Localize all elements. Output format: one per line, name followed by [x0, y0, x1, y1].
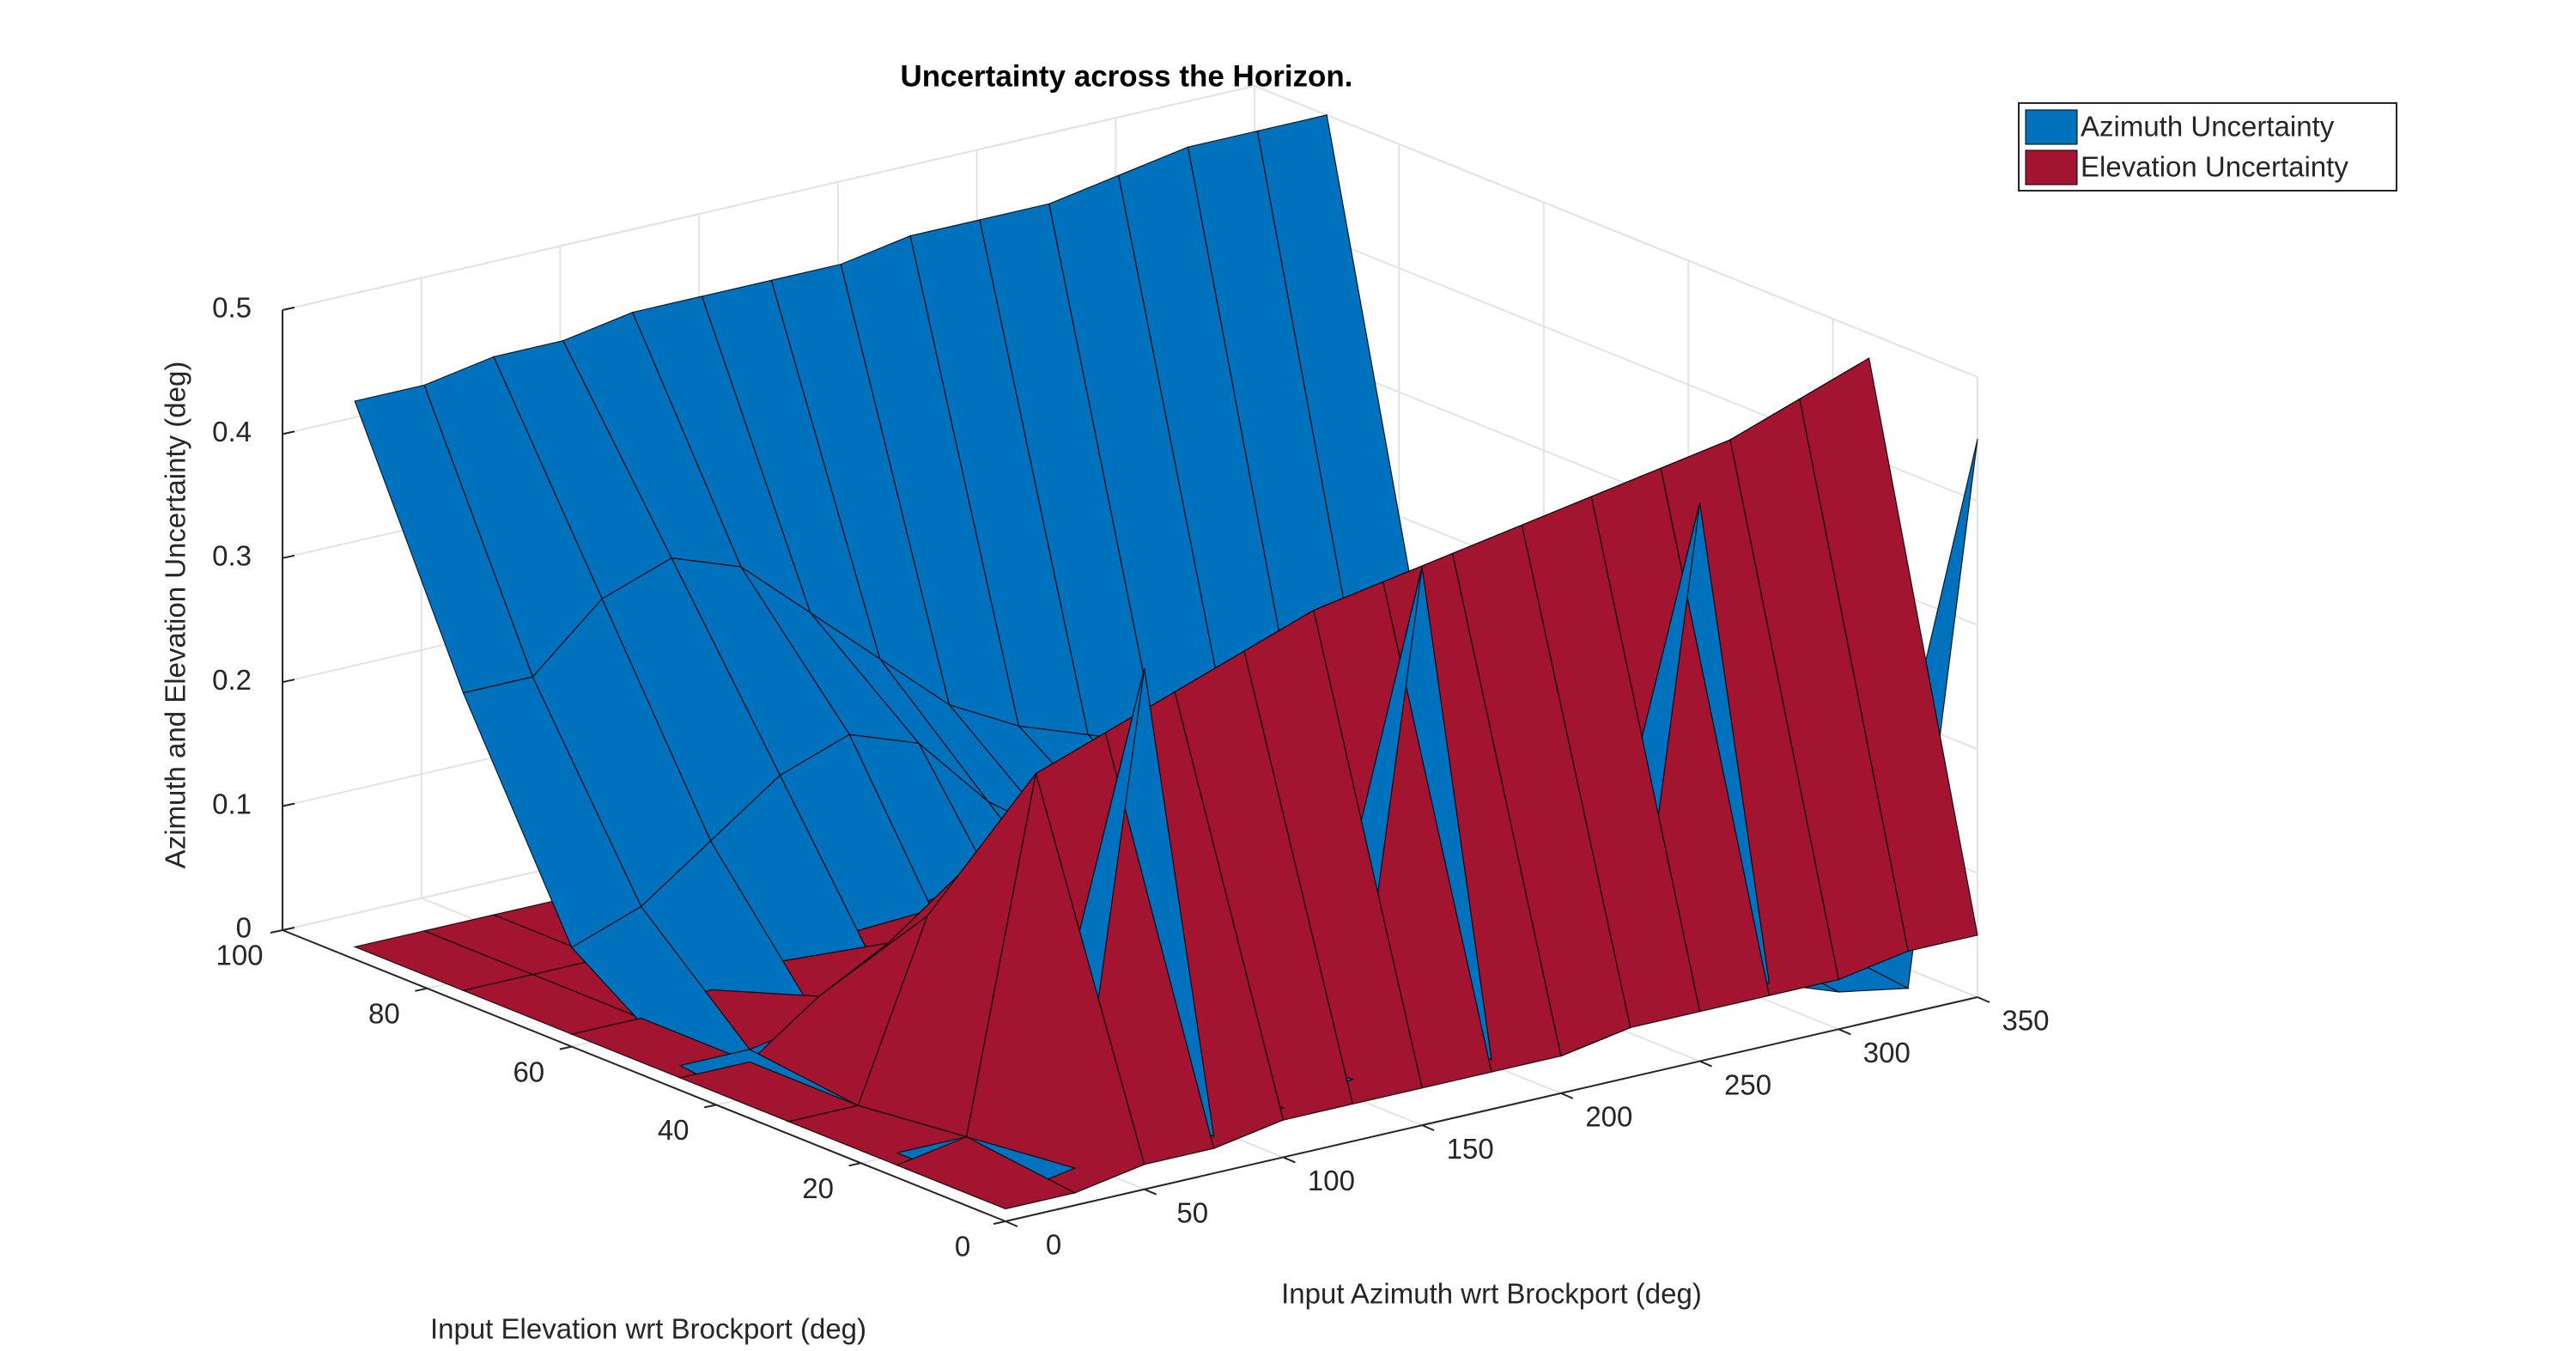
- z-axis-label: Azimuth and Elevation Uncertainty (deg): [160, 362, 191, 869]
- y-tick-label: 20: [802, 1172, 834, 1204]
- x-tick: [1283, 1156, 1296, 1164]
- x-axis-label: Input Azimuth wrt Brockport (deg): [1281, 1278, 1702, 1310]
- y-tick: [559, 1045, 573, 1050]
- x-tick-label: 150: [1447, 1133, 1494, 1165]
- y-tick: [848, 1162, 861, 1167]
- x-axis: [1005, 996, 1978, 1222]
- z-tick: [282, 307, 295, 311]
- grid-line: [282, 85, 1255, 311]
- z-tick: [282, 554, 295, 559]
- x-tick: [1005, 1220, 1018, 1227]
- z-tick: [282, 430, 295, 435]
- legend-box: [2018, 102, 2397, 192]
- chart-title: Uncertainty across the Horizon.: [900, 59, 1352, 93]
- x-tick-label: 200: [1585, 1101, 1632, 1133]
- y-tick-label: 60: [513, 1056, 544, 1087]
- y-tick-label: 80: [368, 998, 400, 1030]
- z-tick-label: 0: [236, 912, 252, 944]
- x-tick-label: 300: [1863, 1037, 1911, 1068]
- z-tick: [282, 927, 295, 931]
- y-tick: [415, 987, 428, 992]
- x-tick: [1560, 1092, 1574, 1099]
- y-tick: [703, 1104, 717, 1109]
- z-tick-label: 0.5: [212, 292, 252, 324]
- y-axis-label: Input Elevation wrt Brockport (deg): [430, 1313, 866, 1345]
- y-tick-label: 100: [216, 940, 263, 971]
- x-tick: [1699, 1060, 1712, 1068]
- y-axis: [282, 929, 1006, 1222]
- y-tick-label: 40: [658, 1114, 690, 1146]
- legend-swatch: [2025, 109, 2078, 145]
- x-tick-label: 250: [1724, 1068, 1771, 1100]
- y-tick: [993, 1220, 1006, 1225]
- legend: Azimuth Uncertainty Elevation Uncertainty: [2018, 102, 2397, 192]
- x-tick: [1421, 1124, 1435, 1132]
- x-tick: [1144, 1188, 1157, 1196]
- x-tick: [1838, 1028, 1851, 1036]
- z-tick-label: 0.2: [212, 664, 252, 696]
- z-tick: [282, 679, 295, 684]
- x-tick-label: 50: [1176, 1196, 1208, 1228]
- z-tick-label: 0.1: [212, 788, 252, 819]
- x-tick-label: 0: [1046, 1229, 1061, 1261]
- z-tick-label: 0.3: [212, 540, 252, 572]
- x-tick-label: 350: [2002, 1005, 2049, 1037]
- x-tick: [1977, 996, 1990, 1003]
- legend-label: Azimuth Uncertainty: [2081, 111, 2335, 143]
- y-tick-label: 0: [955, 1231, 970, 1263]
- z-tick: [282, 802, 295, 807]
- legend-label: Elevation Uncertainty: [2081, 151, 2348, 183]
- x-tick-label: 100: [1308, 1165, 1355, 1196]
- legend-swatch: [2025, 149, 2078, 186]
- surface-patch: [896, 1135, 1077, 1210]
- grid-line: [1254, 85, 1978, 378]
- z-tick-label: 0.4: [212, 416, 252, 447]
- y-tick: [270, 929, 283, 934]
